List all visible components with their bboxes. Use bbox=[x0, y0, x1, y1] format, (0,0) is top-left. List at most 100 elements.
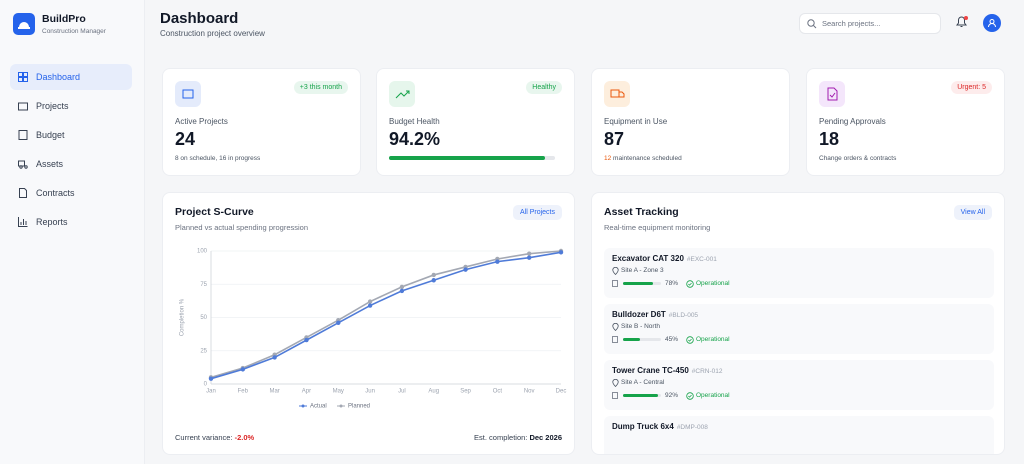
variance: Current variance: -2.0% bbox=[175, 433, 254, 442]
view-all-button[interactable]: View All bbox=[953, 205, 992, 220]
search-box[interactable]: Search projects... bbox=[799, 13, 941, 34]
avatar[interactable] bbox=[983, 14, 1001, 32]
y-axis-label: Completion % bbox=[180, 298, 186, 336]
data-point bbox=[240, 367, 246, 372]
stat-value: 94.2% bbox=[389, 129, 441, 149]
asset-name: Tower Crane TC-450 #CRN-012 bbox=[612, 366, 722, 375]
nav-label: Contracts bbox=[36, 188, 75, 198]
progress-track bbox=[389, 156, 555, 160]
nav-item[interactable]: Projects bbox=[10, 93, 132, 119]
asset-name: Bulldozer D6T #BLD-005 bbox=[612, 310, 698, 319]
progress-bar bbox=[389, 156, 546, 160]
x-tick-label: Apr bbox=[302, 389, 311, 395]
sidebar: BuildPro Construction Manager Dashboard … bbox=[0, 0, 145, 464]
stat-card: Equipment in Use 87 12 maintenance sched… bbox=[591, 68, 790, 176]
asset-name-text: Dump Truck 6x4 bbox=[612, 422, 674, 431]
stat-label: Budget Health bbox=[389, 117, 440, 126]
pin-icon bbox=[612, 267, 619, 275]
stat-card: +3 this month Active Projects 24 8 on sc… bbox=[162, 68, 361, 176]
data-point bbox=[526, 255, 532, 260]
chart: Completion % 0 25 50 75 100 Jan Feb Mar Apr May Jun… bbox=[180, 249, 567, 410]
page-subtitle: Construction project overview bbox=[160, 29, 265, 38]
nav-item[interactable]: Budget bbox=[10, 122, 132, 148]
status-icon bbox=[686, 392, 694, 400]
y-tick-label: 100 bbox=[197, 249, 208, 255]
notification-bell[interactable] bbox=[955, 15, 969, 29]
asset-location: Site A - Central bbox=[621, 379, 665, 386]
stat-note: 12 maintenance scheduled bbox=[604, 155, 682, 162]
legend-label: Planned bbox=[348, 404, 370, 410]
legend-label: Actual bbox=[310, 404, 327, 410]
data-point bbox=[336, 320, 341, 326]
stat-badge: Healthy bbox=[526, 81, 562, 94]
tagline: Construction Manager bbox=[42, 28, 106, 35]
nav-item[interactable]: Reports bbox=[10, 209, 132, 235]
x-tick-label: Feb bbox=[238, 389, 249, 395]
x-tick-label: Mar bbox=[269, 389, 279, 395]
asset-item: Dump Truck 6x4 #DMP-008 bbox=[604, 416, 994, 454]
asset-status: Operational bbox=[696, 280, 730, 287]
nav-item[interactable]: Dashboard bbox=[10, 64, 132, 90]
asset-item: Bulldozer D6T #BLD-005 Site B - North 45% Op… bbox=[604, 304, 994, 354]
level-track bbox=[623, 338, 661, 341]
asset-item: Tower Crane TC-450 #CRN-012 Site A - Centr… bbox=[604, 360, 994, 410]
logo-icon bbox=[18, 22, 30, 29]
data-point bbox=[208, 376, 214, 381]
chart-subtitle: Planned vs actual spending progression bbox=[175, 223, 309, 232]
stat-badge: Urgent: 5 bbox=[951, 81, 992, 94]
level-track bbox=[623, 282, 661, 285]
stat-label: Pending Approvals bbox=[819, 117, 886, 126]
asset-status: Operational bbox=[696, 392, 730, 399]
x-tick-label: May bbox=[333, 389, 344, 395]
stat-value: 18 bbox=[819, 129, 840, 149]
asset-id: #BLD-005 bbox=[668, 312, 699, 319]
legend-dot bbox=[301, 404, 305, 408]
level-bar bbox=[623, 282, 653, 285]
note-highlight: 12 bbox=[604, 155, 612, 162]
search-icon bbox=[807, 19, 817, 29]
level-label: 92% bbox=[665, 392, 679, 399]
legend-dot bbox=[339, 404, 343, 408]
variance-label: Current variance: bbox=[175, 433, 233, 442]
data-point bbox=[367, 299, 373, 304]
nav-item[interactable]: Assets bbox=[10, 151, 132, 177]
data-point bbox=[431, 272, 436, 278]
x-tick-label: Jan bbox=[206, 389, 216, 395]
fuel-icon bbox=[612, 336, 618, 343]
data-point bbox=[304, 337, 309, 343]
page-title: Dashboard bbox=[160, 10, 239, 27]
data-point bbox=[399, 288, 405, 294]
nav-label: Budget bbox=[36, 130, 65, 140]
nav-item[interactable]: Contracts bbox=[10, 180, 132, 206]
x-tick-label: Jul bbox=[398, 389, 406, 395]
all-projects-button[interactable]: All Projects bbox=[512, 205, 562, 220]
completion-value: Dec 2026 bbox=[529, 433, 562, 442]
fuel-icon bbox=[612, 392, 618, 399]
series-line bbox=[210, 250, 562, 379]
data-point bbox=[399, 284, 405, 290]
x-tick-label: Dec bbox=[556, 389, 567, 395]
stat-icon bbox=[604, 81, 630, 107]
asset-card: Asset Tracking Real-time equipment monit… bbox=[591, 192, 1005, 455]
y-tick-label: 25 bbox=[200, 348, 207, 354]
y-tick-label: 0 bbox=[204, 382, 208, 388]
asset-name: Dump Truck 6x4 #DMP-008 bbox=[612, 422, 708, 431]
pin-icon bbox=[612, 379, 619, 387]
x-tick-label: Nov bbox=[524, 389, 535, 395]
logo bbox=[13, 13, 35, 35]
x-tick-label: Oct bbox=[493, 389, 503, 395]
level-track bbox=[623, 394, 661, 397]
level-bar bbox=[623, 394, 658, 397]
stat-card: Urgent: 5 Pending Approvals 18 Change or… bbox=[806, 68, 1005, 176]
data-point bbox=[526, 251, 532, 256]
level-bar bbox=[623, 338, 641, 341]
x-tick-label: Jun bbox=[365, 389, 375, 395]
level-label: 78% bbox=[665, 280, 679, 287]
completion-label: Est. completion: bbox=[474, 433, 528, 442]
stat-note: 8 on schedule, 16 in progress bbox=[175, 155, 261, 162]
stat-label: Active Projects bbox=[175, 117, 228, 126]
nav-label: Reports bbox=[36, 217, 68, 227]
nav-label: Dashboard bbox=[36, 72, 81, 82]
stat-badge: +3 this month bbox=[293, 81, 348, 94]
x-tick-label: Aug bbox=[428, 389, 439, 395]
